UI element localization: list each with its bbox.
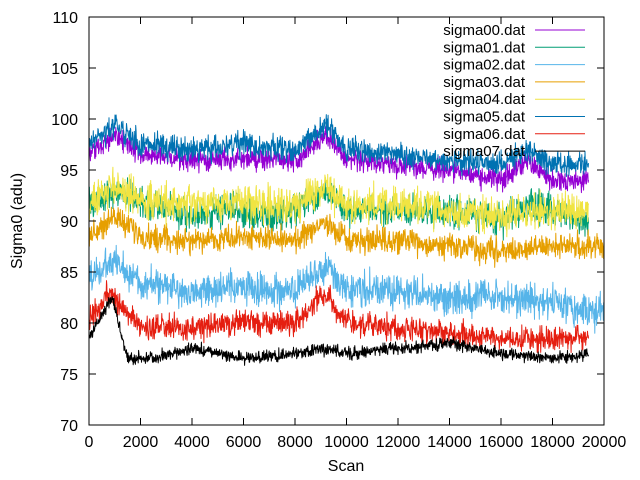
x-tick-label: 2000: [123, 434, 159, 451]
x-axis-title: Scan: [328, 458, 364, 475]
series-line-sigma06: [88, 280, 589, 354]
y-tick-label: 105: [51, 61, 78, 78]
y-tick-label: 90: [60, 214, 78, 231]
x-tick-label: 10000: [324, 434, 369, 451]
x-tick-label: 12000: [376, 434, 421, 451]
x-tick-label: 6000: [226, 434, 262, 451]
legend-label: sigma02.dat: [443, 57, 526, 74]
series-line-sigma05: [88, 114, 589, 178]
x-tick-label: 0: [85, 434, 94, 451]
series-line-sigma03: [88, 206, 605, 268]
y-tick-label: 70: [60, 418, 78, 435]
x-tick-label: 8000: [277, 434, 313, 451]
tick-labels-layer: 0 2000 4000 6000 8000 10000 12000 14000 16000 180…: [51, 10, 626, 451]
legend-label: sigma03.dat: [443, 74, 526, 91]
legend-label: sigma05.dat: [443, 109, 526, 126]
x-tick-label: 16000: [479, 434, 524, 451]
legend-label: sigma01.dat: [443, 39, 526, 56]
y-tick-label: 110: [52, 10, 78, 27]
y-tick-label: 100: [51, 112, 78, 129]
legend-label: sigma07.dat: [443, 143, 526, 160]
series-line-sigma02: [88, 244, 605, 334]
y-tick-label: 80: [60, 316, 78, 333]
x-tick-label: 20000: [582, 434, 627, 451]
legend-label: sigma06.dat: [443, 126, 526, 143]
y-tick-label: 95: [60, 163, 78, 180]
x-tick-label: 4000: [174, 434, 210, 451]
legend-label: sigma00.dat: [443, 22, 526, 39]
x-tick-label: 18000: [530, 434, 575, 451]
x-tick-label: 14000: [427, 434, 472, 451]
series-line-sigma00: [88, 126, 589, 194]
series-layer: [88, 114, 605, 366]
legend: sigma00.datsigma01.datsigma02.datsigma03…: [443, 22, 585, 160]
ticks-layer: [88, 16, 605, 426]
legend-label: sigma04.dat: [443, 91, 526, 108]
series-line-sigma07: [88, 296, 589, 366]
y-axis-title: Sigma0 (adu): [9, 173, 26, 269]
y-tick-label: 85: [60, 265, 78, 282]
y-tick-label: 75: [60, 367, 78, 384]
series-line-sigma04: [88, 166, 589, 238]
